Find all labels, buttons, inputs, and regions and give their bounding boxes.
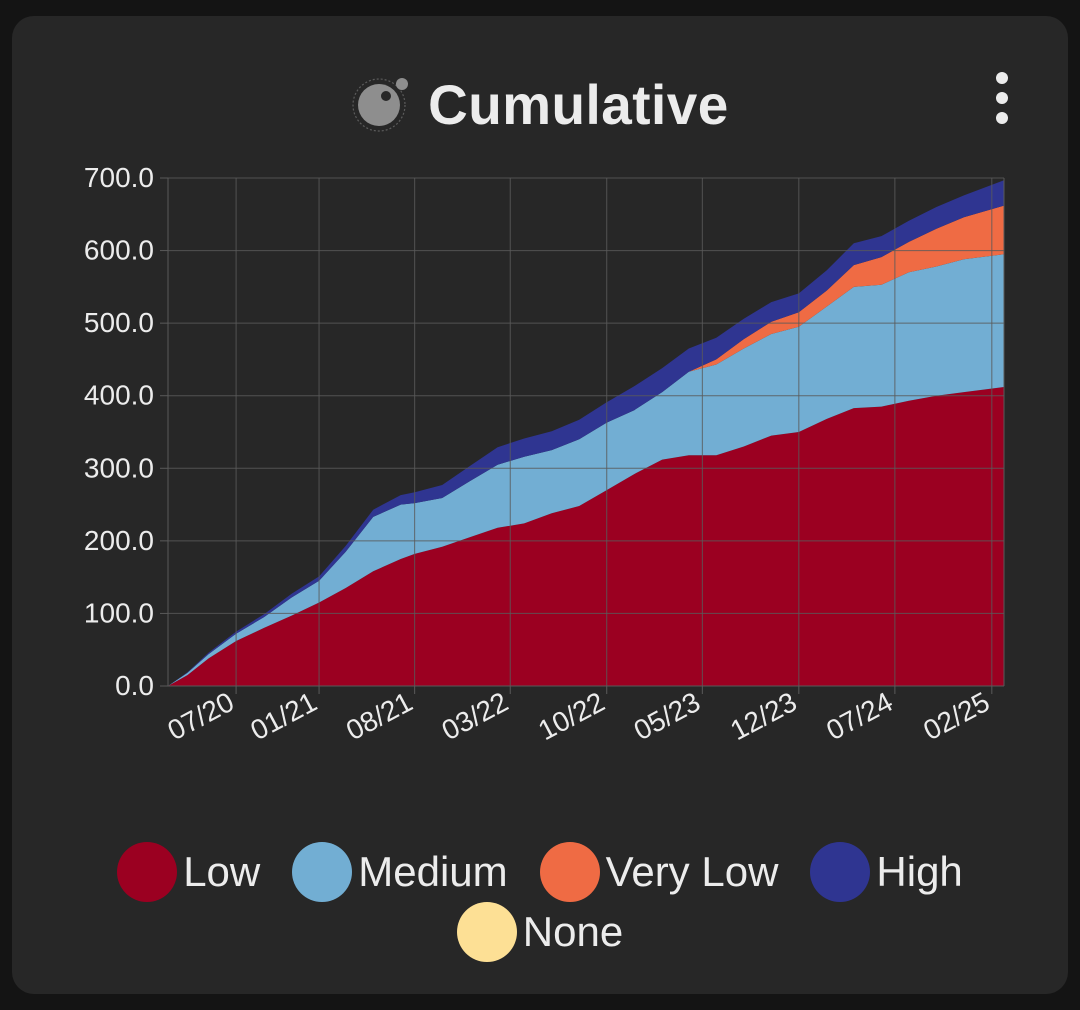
area-series-medium [168,254,1004,686]
legend-swatch [292,842,353,902]
area-series-high [168,180,1004,686]
y-tick-label: 600.0 [84,235,154,266]
legend-label: Very Low [605,848,779,895]
card-header: Cumulative [12,66,1068,142]
legend-item-high[interactable]: High [810,842,963,902]
more-vertical-icon[interactable] [990,72,1014,124]
card-title: Cumulative [427,72,729,136]
y-tick-label: 300.0 [84,452,154,483]
legend-item-medium[interactable]: Medium [292,842,508,902]
chart-legend: Low Medium Very Low High None [0,842,1080,962]
x-tick-label: 01/21 [245,686,321,746]
cumulative-area-chart: 0.0 100.0 200.0 300.0 400.0 500.0 600.0 700.0 07… [84,162,1005,746]
legend-label: None [522,908,624,955]
legend-item-very-low[interactable]: Very Low [539,842,779,902]
legend-item-low[interactable]: Low [117,842,260,902]
legend-label: Medium [358,848,508,895]
x-tick-label: 05/23 [629,686,705,746]
x-tick-label: 03/22 [437,686,513,746]
menu-dot [996,112,1008,124]
moon-orbit-logo-icon [351,78,408,132]
x-tick-label: 07/20 [162,686,238,746]
menu-dot [996,92,1008,104]
legend-swatch [539,842,600,902]
legend-swatch [456,902,517,962]
y-tick-label: 200.0 [84,525,154,556]
y-tick-label: 700.0 [84,162,154,193]
y-tick-label: 100.0 [84,597,154,628]
legend-label: High [876,848,963,895]
y-tick-label: 500.0 [84,307,154,338]
area-series-low [168,387,1004,686]
y-tick-label: 0.0 [115,670,154,701]
x-tick-label: 12/23 [725,686,801,746]
legend-item-none[interactable]: None [456,902,624,962]
menu-dot [996,72,1008,84]
legend-swatch [810,842,871,902]
x-tick-label: 02/25 [918,686,994,746]
area-series-very-low [168,205,1004,686]
x-tick-label: 08/21 [341,686,417,746]
y-tick-label: 400.0 [84,380,154,411]
legend-swatch [117,842,178,902]
x-tick-label: 10/22 [533,686,609,746]
legend-label: Low [183,848,261,895]
x-tick-label: 07/24 [821,686,897,746]
